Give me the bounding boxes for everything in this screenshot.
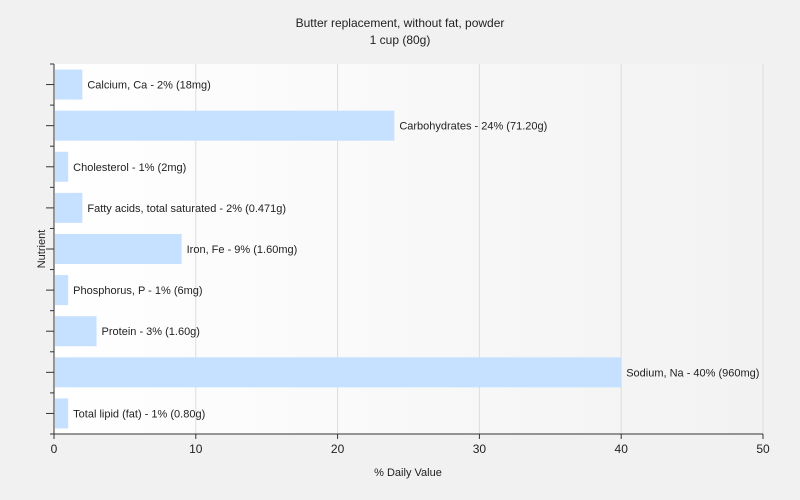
bar-data-label: Carbohydrates - 24% (71.20g) [399, 121, 547, 133]
y-axis-title: Nutrient [36, 230, 48, 269]
bar-data-label: Iron, Fe - 9% (1.60mg) [187, 244, 298, 256]
bar [55, 398, 69, 429]
x-tick-label: 40 [615, 442, 629, 456]
x-tick-label: 0 [51, 442, 58, 456]
x-tick-label: 10 [189, 442, 203, 456]
bar-data-label: Cholesterol - 1% (2mg) [73, 162, 186, 174]
x-tick-label: 30 [473, 442, 487, 456]
bars [55, 69, 622, 429]
bar [55, 357, 622, 388]
y-axis-ticks [46, 63, 54, 435]
x-tick-label: 50 [756, 442, 770, 456]
x-axis-ticks: 0 10 20 30 40 50 [51, 434, 770, 456]
chart-title: Butter replacement, without fat, powder [296, 16, 505, 30]
bar [55, 316, 97, 347]
bar [55, 69, 83, 100]
bar [55, 275, 69, 306]
bar-data-label: Calcium, Ca - 2% (18mg) [87, 80, 210, 92]
x-axis-title: % Daily Value [374, 467, 442, 479]
bar-labels: Calcium, Ca - 2% (18mg) Carbohydrates - 2… [73, 80, 759, 421]
bar [55, 151, 69, 182]
x-tick-label: 20 [331, 442, 345, 456]
bar-data-label: Protein - 3% (1.60g) [102, 326, 200, 338]
bar-data-label: Sodium, Na - 40% (960mg) [626, 367, 759, 379]
bar [55, 234, 182, 264]
bar [55, 110, 395, 141]
bar-data-label: Phosphorus, P - 1% (6mg) [73, 285, 202, 297]
bar [55, 192, 83, 223]
chart-subtitle: 1 cup (80g) [370, 33, 431, 47]
bar-data-label: Fatty acids, total saturated - 2% (0.471… [87, 203, 286, 215]
bar-data-label: Total lipid (fat) - 1% (0.80g) [73, 408, 205, 420]
